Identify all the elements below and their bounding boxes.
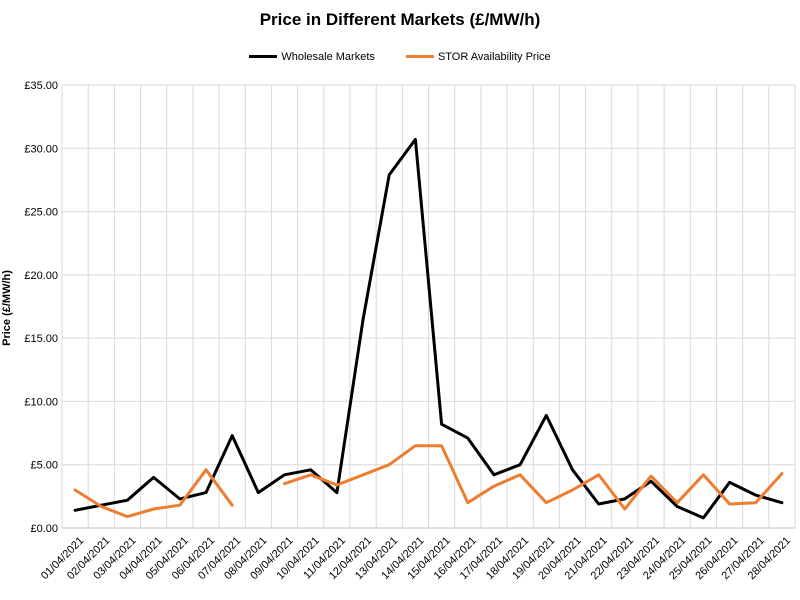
series-line-wholesale (73, 137, 784, 520)
y-tick-label: £0.00 (30, 523, 58, 535)
y-tick-label: £25.00 (24, 207, 58, 219)
y-tick-label: £20.00 (24, 270, 58, 282)
y-tick-label: £15.00 (24, 333, 58, 345)
legend-swatch-wholesale (249, 55, 278, 58)
legend: Wholesale Markets STOR Availability Pric… (0, 49, 800, 63)
legend-item-wholesale: Wholesale Markets (249, 51, 375, 63)
y-tick-label: £5.00 (30, 460, 58, 472)
legend-label-wholesale: Wholesale Markets (281, 50, 375, 63)
y-tick-label: £35.00 (24, 80, 58, 92)
legend-item-stor: STOR Availability Price (405, 50, 551, 63)
y-tick-label: £10.00 (24, 396, 58, 408)
chart-title: Price in Different Markets (£/MW/h) (259, 10, 541, 29)
legend-swatch-stor (405, 55, 434, 58)
y-tick-label: £30.00 (24, 143, 58, 155)
legend-label-stor: STOR Availability Price (437, 50, 551, 63)
series-line-stor (73, 468, 234, 519)
series-line-stor (283, 444, 784, 511)
